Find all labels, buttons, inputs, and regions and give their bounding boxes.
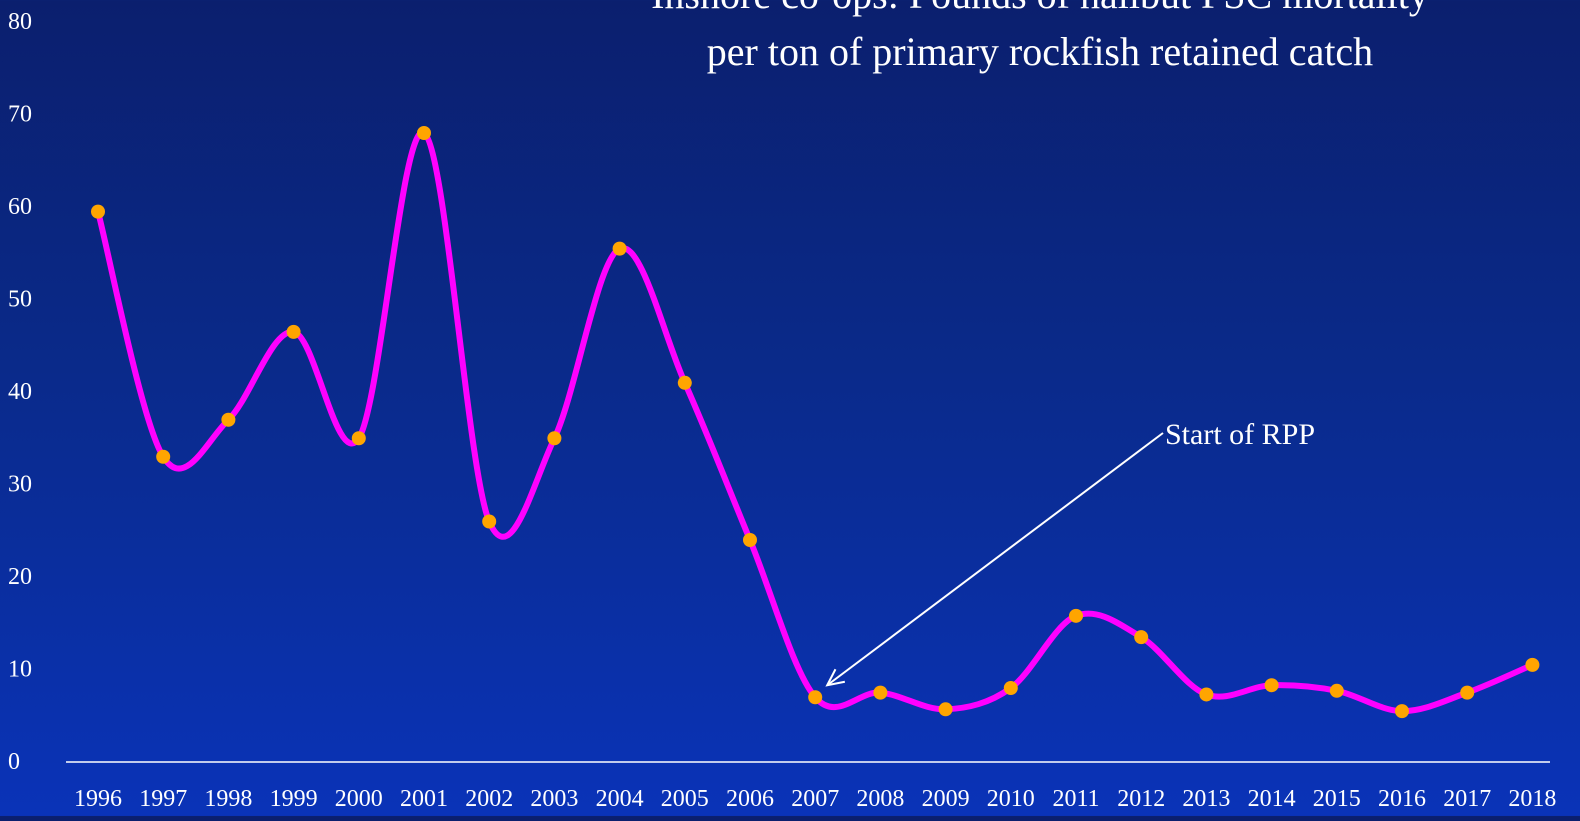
x-tick-label: 1998: [204, 786, 252, 812]
data-point-2015: [1329, 683, 1344, 698]
y-tick-label: 40: [8, 379, 32, 405]
y-tick-label: 30: [8, 472, 32, 498]
x-tick-label: 2016: [1378, 786, 1426, 812]
data-point-2010: [1003, 681, 1018, 695]
x-tick-label: 2002: [465, 786, 513, 812]
data-point-2012: [1134, 630, 1149, 645]
data-point-2003: [547, 431, 562, 446]
x-tick-label: 2009: [922, 786, 970, 812]
data-point-2007: [808, 690, 823, 705]
data-markers: [91, 126, 1540, 719]
x-tick-label: 1997: [139, 786, 187, 812]
y-tick-label: 0: [8, 749, 20, 775]
x-tick-label: 2011: [1052, 786, 1099, 812]
data-point-2005: [677, 375, 692, 390]
x-tick-label: 2003: [530, 786, 578, 812]
data-point-2008: [873, 685, 888, 700]
data-point-2013: [1199, 687, 1214, 702]
x-tick-label: 2014: [1248, 786, 1296, 812]
y-axis-tick-labels: 0 10 20 30 40 50 60 70 80: [8, 9, 32, 775]
data-point-2016: [1395, 704, 1409, 719]
annotation-arrowhead: [825, 668, 846, 687]
y-tick-label: 80: [8, 9, 32, 35]
data-point-1997: [156, 449, 171, 464]
x-tick-label: 2015: [1313, 786, 1361, 812]
x-tick-label: 2000: [335, 786, 383, 812]
annotation-arrow-line: [826, 432, 1164, 687]
data-point-2006: [743, 533, 757, 547]
x-tick-label: 2004: [596, 786, 644, 812]
x-tick-label: 2006: [726, 786, 774, 812]
x-tick-label: 1996: [74, 786, 122, 812]
y-tick-label: 60: [8, 194, 32, 220]
data-point-2004: [612, 241, 627, 256]
x-tick-label: 2010: [987, 786, 1035, 812]
y-tick-label: 50: [8, 287, 32, 313]
x-tick-label: 2007: [791, 786, 839, 812]
data-point-2018: [1525, 657, 1540, 672]
chart-title-line-1: Inshore co-ops: Pounds of halibut PSC mo…: [651, 0, 1429, 17]
x-tick-label: 2005: [661, 786, 709, 812]
data-point-1998: [221, 412, 236, 427]
data-point-2001: [417, 126, 431, 140]
annotation-label: Start of RPP: [1165, 418, 1315, 451]
data-point-2011: [1069, 608, 1083, 623]
annotation-start-of-rpp: Start of RPP: [825, 418, 1315, 687]
x-tick-label: 2013: [1182, 786, 1230, 812]
y-tick-label: 70: [8, 102, 32, 128]
x-axis-tick-labels: 1996 1997 1998 1999 2000 2001 2002 2003 2004 2005…: [74, 786, 1556, 812]
data-point-2000: [351, 431, 366, 446]
data-point-2014: [1264, 678, 1279, 693]
data-point-2009: [938, 702, 953, 717]
x-tick-label: 2001: [400, 786, 448, 812]
x-tick-label: 2012: [1117, 786, 1165, 812]
x-tick-label: 1999: [270, 786, 318, 812]
x-tick-label: 2017: [1443, 786, 1491, 812]
chart-title-line-2: per ton of primary rockfish retained cat…: [707, 29, 1373, 74]
x-tick-label: 2008: [856, 786, 904, 812]
data-point-1996: [91, 204, 105, 219]
data-point-1999: [286, 324, 301, 339]
data-point-2017: [1460, 685, 1475, 700]
data-point-2002: [482, 514, 497, 529]
y-tick-label: 10: [8, 657, 32, 683]
series-line: [95, 129, 1536, 715]
x-tick-label: 2018: [1508, 786, 1556, 812]
y-tick-label: 20: [8, 564, 32, 590]
